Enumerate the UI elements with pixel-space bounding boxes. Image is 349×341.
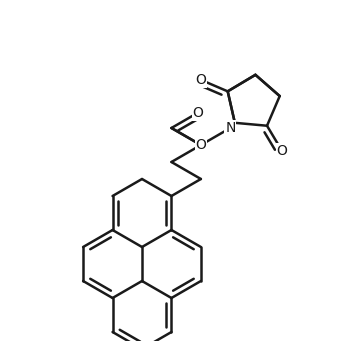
Text: O: O — [193, 106, 203, 120]
Text: N: N — [225, 121, 236, 135]
Text: O: O — [195, 138, 206, 152]
Text: O: O — [195, 73, 206, 87]
Text: O: O — [276, 144, 287, 158]
